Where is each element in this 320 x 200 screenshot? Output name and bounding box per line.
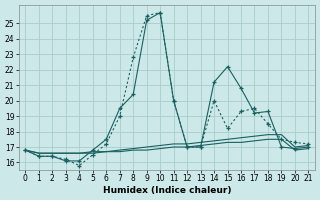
X-axis label: Humidex (Indice chaleur): Humidex (Indice chaleur) [103, 186, 231, 195]
